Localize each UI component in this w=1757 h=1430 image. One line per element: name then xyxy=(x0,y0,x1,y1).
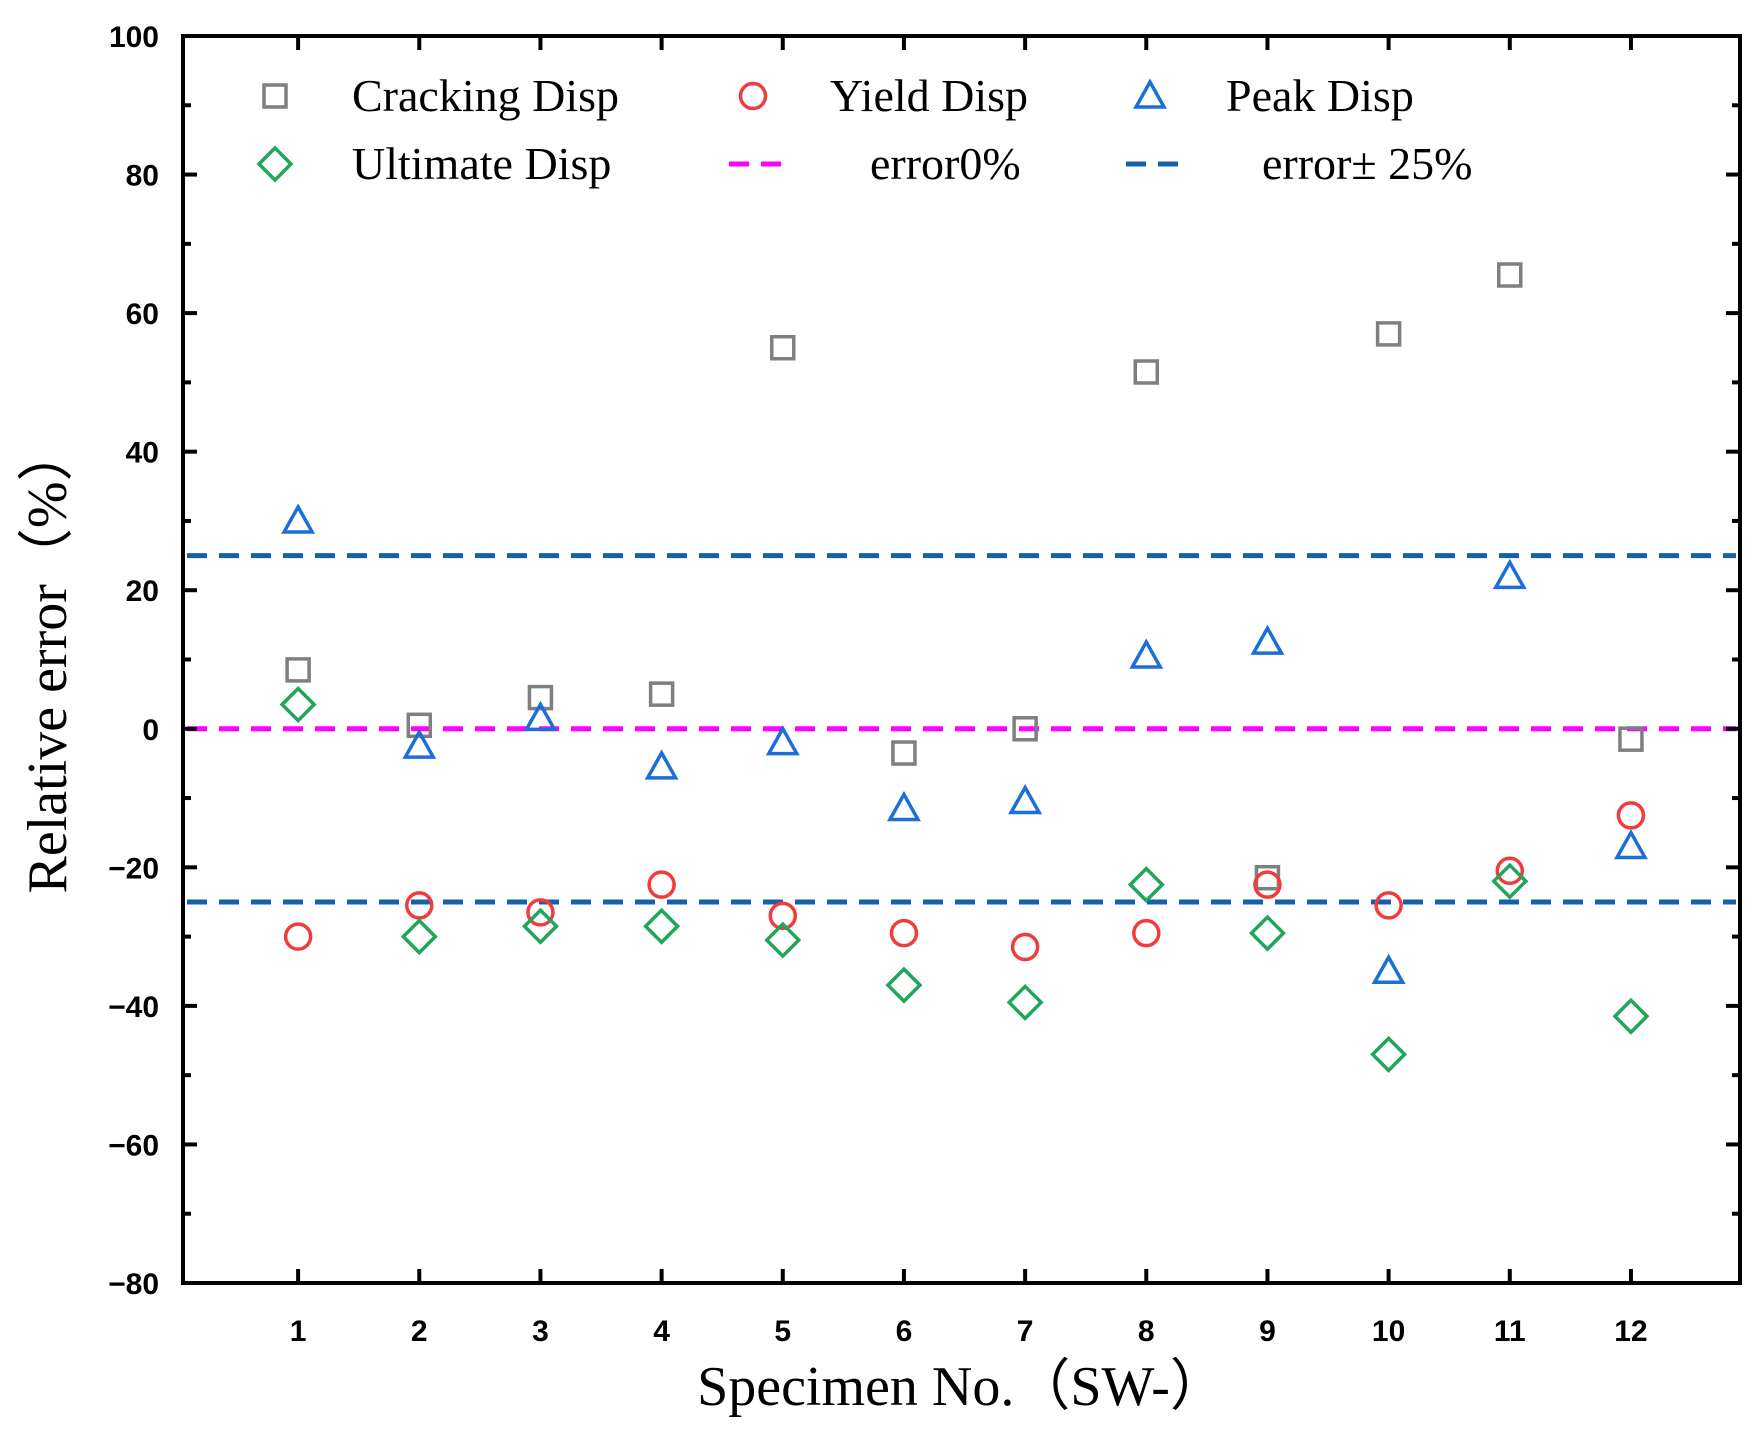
peak-disp-point xyxy=(1132,642,1160,667)
x-tick-label: 12 xyxy=(1614,1315,1647,1348)
y-tick-label: −60 xyxy=(108,1129,159,1162)
cracking-disp-point xyxy=(1499,264,1521,286)
y-tick-label: 20 xyxy=(126,575,159,608)
yield-disp-point xyxy=(407,893,432,918)
yield-disp-point xyxy=(649,872,674,897)
x-tick-label: 6 xyxy=(896,1315,913,1348)
peak-disp-point xyxy=(1011,788,1039,813)
ultimate-disp-point xyxy=(1615,1000,1647,1032)
series-cracking-disp xyxy=(287,264,1642,889)
yield-disp-point xyxy=(1013,935,1038,960)
peak-disp-point xyxy=(1375,957,1403,982)
y-tick-label: 100 xyxy=(109,21,159,54)
y-tick-label: 80 xyxy=(126,160,159,193)
axis-ticks xyxy=(183,36,1740,1283)
legend-label: error± 25% xyxy=(1262,138,1472,189)
x-tick-label: 7 xyxy=(1017,1315,1034,1348)
yield-disp-point xyxy=(1255,872,1280,897)
y-tick-label: 0 xyxy=(142,714,159,747)
x-tick-label: 4 xyxy=(653,1315,670,1348)
yield-disp-point xyxy=(1134,921,1159,946)
x-tick-label: 8 xyxy=(1138,1315,1155,1348)
chart: 100806040200−20−40−60−801 2 3 4 5 6 7 8 9 10 11 12 … xyxy=(0,0,1757,1430)
y-tick-label: −80 xyxy=(108,1268,159,1301)
x-tick-label: 2 xyxy=(411,1315,428,1348)
yield-disp-point xyxy=(1497,858,1522,883)
x-tick-label: 9 xyxy=(1259,1315,1276,1348)
cracking-disp-point xyxy=(893,742,915,764)
yield-disp-point xyxy=(891,921,916,946)
legend-label: error0% xyxy=(870,138,1021,189)
legend-label: Peak Disp xyxy=(1226,70,1414,121)
yield-disp-point xyxy=(1376,893,1401,918)
series-peak-disp xyxy=(284,507,1645,982)
x-tick-label: 10 xyxy=(1372,1315,1405,1348)
ultimate-disp-point xyxy=(403,921,435,953)
ultimate-disp-point xyxy=(1251,917,1283,949)
cracking-disp-point xyxy=(1256,867,1278,889)
peak-disp-point xyxy=(1496,562,1524,587)
legend-label: Cracking Disp xyxy=(352,70,619,121)
yield-disp-point xyxy=(286,924,311,949)
legend-marker-cracking-disp xyxy=(264,85,286,107)
ultimate-disp-point xyxy=(1373,1038,1405,1070)
peak-disp-point xyxy=(284,507,312,532)
x-tick-label: 1 xyxy=(290,1315,307,1348)
yield-disp-point xyxy=(1618,803,1643,828)
y-tick-label: −40 xyxy=(108,991,159,1024)
legend-marker-yield-disp xyxy=(741,84,766,109)
peak-disp-point xyxy=(1253,628,1281,653)
peak-disp-point xyxy=(648,753,676,778)
peak-disp-point xyxy=(890,794,918,819)
ultimate-disp-point xyxy=(646,910,678,942)
x-tick-label: 5 xyxy=(774,1315,791,1348)
ultimate-disp-point xyxy=(282,689,314,721)
cracking-disp-point xyxy=(287,659,309,681)
cracking-disp-point xyxy=(651,683,673,705)
legend: Cracking Disp Yield Disp Peak Disp Ultimate… xyxy=(259,70,1472,189)
ultimate-disp-point xyxy=(888,969,920,1001)
cracking-disp-point xyxy=(1378,323,1400,345)
legend-label: Ultimate Disp xyxy=(352,138,611,189)
legend-marker-ultimate-disp xyxy=(259,148,291,180)
series-yield-disp xyxy=(286,803,1644,960)
cracking-disp-point xyxy=(772,337,794,359)
data-points xyxy=(282,264,1647,1070)
peak-disp-point xyxy=(1617,833,1645,858)
cracking-disp-point xyxy=(1135,361,1157,383)
ultimate-disp-point xyxy=(1130,869,1162,901)
y-tick-label: 60 xyxy=(126,298,159,331)
legend-marker-peak-disp xyxy=(1136,82,1164,107)
ultimate-disp-point xyxy=(1009,986,1041,1018)
y-tick-label: −20 xyxy=(108,852,159,885)
legend-label: Yield Disp xyxy=(830,70,1028,121)
x-axis-title: Specimen No.（SW-） xyxy=(697,1356,1226,1418)
peak-disp-point xyxy=(769,729,797,754)
plot-area-frame xyxy=(183,36,1740,1283)
y-axis-title: Relative error（%） xyxy=(17,425,79,893)
x-tick-label: 3 xyxy=(532,1315,549,1348)
y-tick-label: 40 xyxy=(126,437,159,470)
cracking-disp-point xyxy=(1620,728,1642,750)
x-tick-label: 11 xyxy=(1494,1315,1526,1348)
series-ultimate-disp xyxy=(282,689,1647,1071)
